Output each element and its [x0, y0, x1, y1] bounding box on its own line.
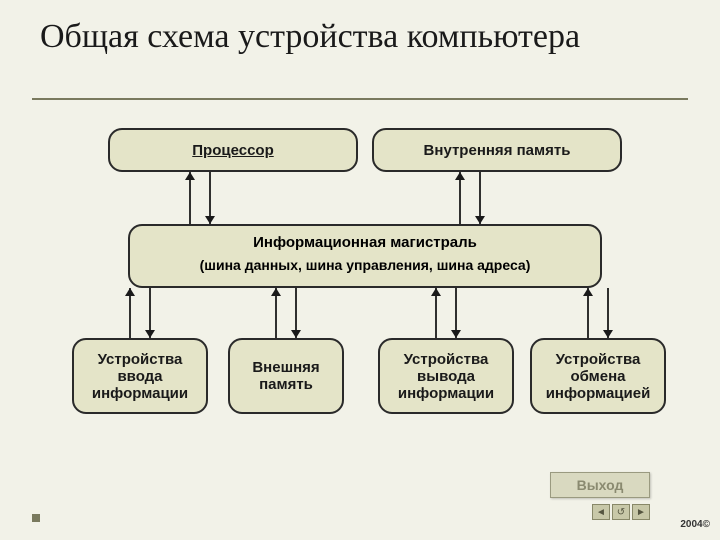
- nav-return-icon[interactable]: ↺: [612, 504, 630, 520]
- box-bus: Информационная магистраль (шина данных, …: [128, 224, 602, 288]
- copyright: 2004©: [680, 519, 710, 530]
- box-input-devices: Устройства ввода информации: [72, 338, 208, 414]
- box-external-memory: Внешняя память: [228, 338, 344, 414]
- exit-button[interactable]: Выход: [550, 472, 650, 498]
- box-processor[interactable]: Процессор: [108, 128, 358, 172]
- title-underline: [32, 98, 688, 100]
- box-exchange-devices: Устройства обмена информацией: [530, 338, 666, 414]
- box-internal-memory: Внутренняя память: [372, 128, 622, 172]
- box-output-devices: Устройства вывода информации: [378, 338, 514, 414]
- bus-title: Информационная магистраль: [136, 234, 594, 251]
- page-title: Общая схема устройства компьютера: [40, 18, 580, 55]
- footer-bullet: [32, 514, 40, 522]
- bus-subtitle: (шина данных, шина управления, шина адре…: [136, 257, 594, 273]
- nav-next-icon[interactable]: ►: [632, 504, 650, 520]
- nav-prev-icon[interactable]: ◄: [592, 504, 610, 520]
- nav-icons: ◄ ↺ ►: [592, 504, 650, 520]
